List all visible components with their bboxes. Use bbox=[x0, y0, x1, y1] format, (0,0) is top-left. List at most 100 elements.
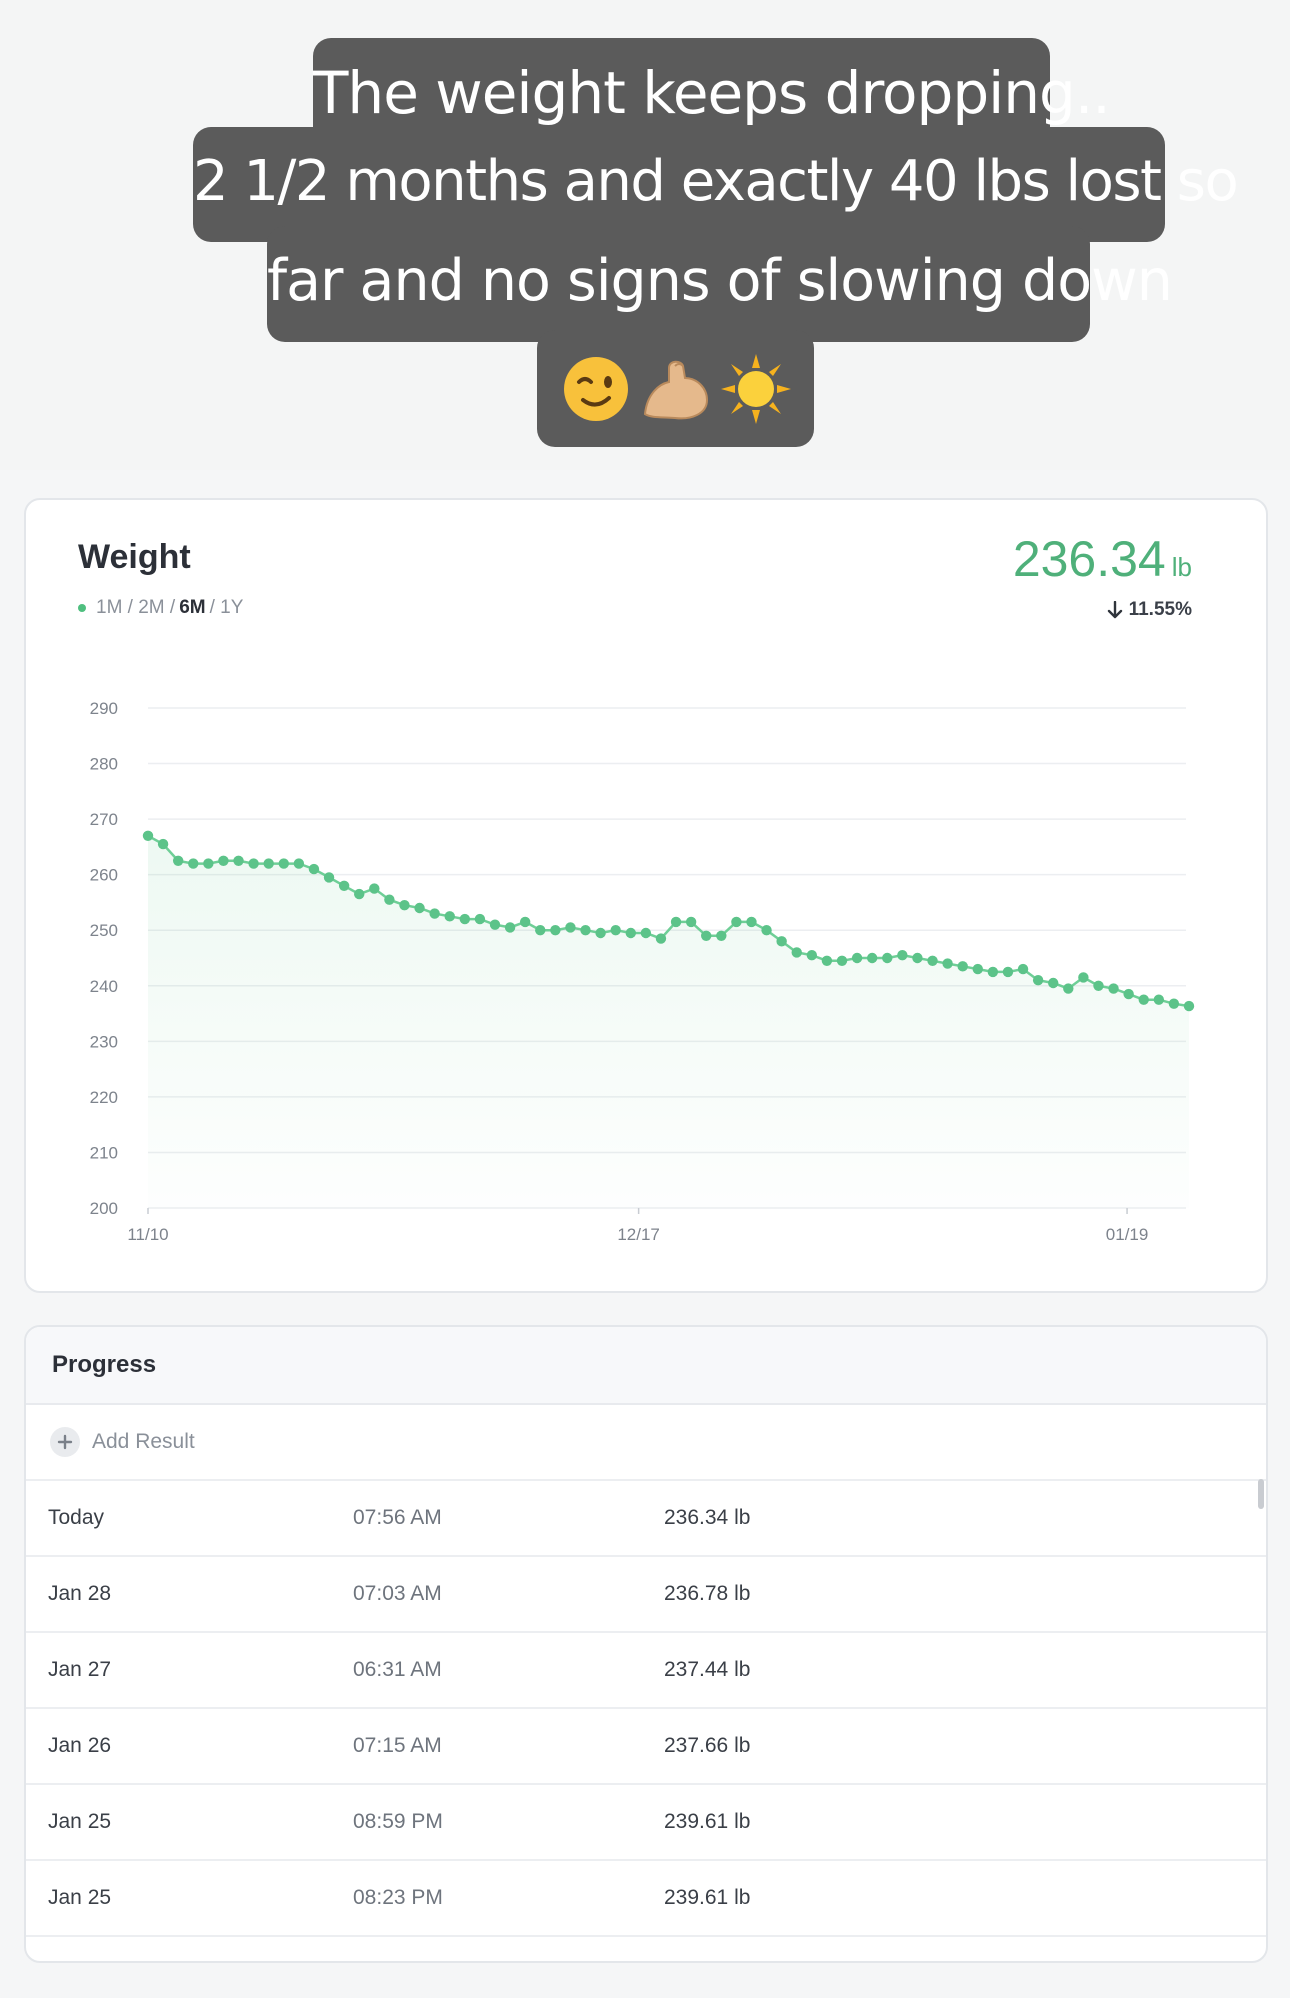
data-point bbox=[731, 916, 742, 928]
progress-header: Progress bbox=[26, 1327, 1266, 1405]
data-point bbox=[369, 883, 380, 894]
data-point bbox=[1048, 977, 1059, 989]
range-options-suffix[interactable]: / 1Y bbox=[209, 597, 244, 618]
x-tick-label: 01/19 bbox=[1106, 1225, 1149, 1244]
data-point bbox=[172, 855, 184, 866]
data-point bbox=[489, 919, 501, 930]
data-point bbox=[746, 916, 757, 928]
data-point bbox=[806, 950, 818, 961]
current-weight-unit: lb bbox=[1171, 552, 1192, 582]
range-option-active[interactable]: 6M bbox=[179, 597, 206, 618]
table-row[interactable]: Today 07:56 AM 236.34 lb bbox=[26, 1481, 1266, 1557]
data-point bbox=[1108, 983, 1119, 994]
caption-emoji-box bbox=[537, 330, 814, 447]
row-value: 236.78 lb bbox=[664, 1582, 751, 1605]
x-tick-label: 11/10 bbox=[127, 1225, 168, 1244]
y-tick-label: 240 bbox=[90, 977, 118, 996]
data-point bbox=[338, 880, 350, 891]
table-row[interactable]: Jan 26 07:15 AM 237.66 lb bbox=[26, 1709, 1266, 1785]
range-options-prefix[interactable]: 1M / 2M / bbox=[96, 597, 176, 618]
data-point bbox=[429, 908, 440, 919]
scrollbar[interactable] bbox=[1258, 1479, 1264, 1509]
flexed-biceps-icon bbox=[643, 360, 708, 419]
data-point bbox=[248, 858, 259, 869]
data-point bbox=[580, 925, 591, 936]
table-row[interactable]: Jan 25 08:59 PM 239.61 lb bbox=[26, 1785, 1266, 1861]
row-date: Today bbox=[48, 1506, 105, 1529]
data-point bbox=[142, 830, 154, 841]
add-result-button[interactable]: Add Result bbox=[26, 1405, 1266, 1481]
progress-list: Today 07:56 AM 236.34 lb Jan 28 07:03 AM 236.… bbox=[26, 1481, 1266, 1937]
row-time: 07:15 AM bbox=[353, 1734, 442, 1757]
table-row[interactable]: Jan 28 07:03 AM 236.78 lb bbox=[26, 1557, 1266, 1633]
weight-chart: 290 280 270 260 250 240 230 220 210 200 11/10 12/17… bbox=[90, 699, 1195, 1244]
data-point bbox=[459, 913, 471, 925]
weight-change: 11.55% bbox=[1107, 599, 1192, 621]
y-tick-label: 210 bbox=[90, 1143, 118, 1162]
data-point bbox=[293, 858, 305, 869]
add-result-label[interactable]: Add Result bbox=[92, 1430, 195, 1453]
data-point bbox=[1032, 975, 1044, 986]
winking-face-icon bbox=[563, 356, 628, 421]
data-point bbox=[474, 913, 486, 925]
current-weight: 236.34 lb bbox=[1013, 530, 1192, 588]
row-value: 239.61 lb bbox=[664, 1886, 751, 1909]
row-date: Jan 25 bbox=[48, 1886, 112, 1909]
sun-icon bbox=[720, 353, 791, 424]
y-tick-label: 270 bbox=[90, 810, 118, 829]
table-row[interactable]: Jan 27 06:31 AM 237.44 lb bbox=[26, 1633, 1266, 1709]
data-point bbox=[1153, 994, 1165, 1005]
data-point bbox=[1002, 966, 1014, 978]
data-point bbox=[263, 858, 274, 869]
data-point bbox=[1168, 998, 1180, 1009]
data-point bbox=[821, 955, 833, 966]
y-tick-label: 230 bbox=[90, 1032, 118, 1051]
data-point bbox=[384, 894, 395, 905]
weight-change-percent: 11.55% bbox=[1128, 599, 1192, 620]
y-tick-label: 280 bbox=[90, 755, 118, 774]
data-point bbox=[912, 952, 923, 964]
data-point bbox=[942, 958, 953, 969]
data-point bbox=[233, 855, 244, 866]
data-point bbox=[670, 916, 682, 928]
weight-area bbox=[148, 835, 1189, 1208]
y-tick-label: 290 bbox=[90, 699, 118, 718]
data-point bbox=[399, 900, 410, 911]
data-point bbox=[519, 916, 531, 928]
data-point bbox=[987, 966, 999, 978]
table-row[interactable]: Jan 25 08:23 PM 239.61 lb bbox=[26, 1861, 1266, 1937]
data-point bbox=[836, 955, 848, 966]
data-point bbox=[414, 902, 425, 914]
data-point bbox=[851, 952, 863, 964]
row-time: 06:31 AM bbox=[353, 1658, 442, 1681]
weight-line bbox=[147, 834, 1190, 1008]
y-tick-label: 250 bbox=[90, 921, 118, 940]
data-point bbox=[640, 927, 652, 939]
caption-box-line-3: far and no signs of slowing down bbox=[267, 226, 1173, 342]
data-point bbox=[218, 855, 229, 866]
range-selector[interactable]: 1M / 2M / 6M / 1Y bbox=[78, 597, 243, 619]
row-time: 08:59 PM bbox=[353, 1810, 443, 1833]
data-point bbox=[927, 955, 938, 966]
data-point bbox=[1078, 972, 1089, 983]
data-point bbox=[716, 930, 727, 941]
data-point bbox=[565, 922, 576, 933]
caption-line-1: The weight keeps dropping.. bbox=[313, 59, 1111, 127]
caption-line-3: far and no signs of slowing down bbox=[267, 248, 1173, 314]
data-point bbox=[882, 952, 893, 964]
data-point bbox=[625, 927, 636, 939]
data-point bbox=[535, 925, 546, 936]
data-point bbox=[550, 925, 561, 936]
data-point bbox=[866, 952, 878, 964]
current-weight-value: 236.34 bbox=[1012, 531, 1166, 587]
y-tick-label: 220 bbox=[90, 1088, 118, 1107]
row-time: 07:56 AM bbox=[353, 1506, 442, 1529]
row-value: 237.66 lb bbox=[664, 1734, 751, 1757]
data-point bbox=[1183, 1000, 1195, 1012]
data-point bbox=[308, 863, 320, 875]
data-point bbox=[1123, 988, 1134, 1000]
y-tick-label: 200 bbox=[90, 1199, 118, 1218]
data-point bbox=[685, 916, 697, 928]
data-point bbox=[1093, 980, 1104, 991]
data-point bbox=[897, 950, 908, 961]
